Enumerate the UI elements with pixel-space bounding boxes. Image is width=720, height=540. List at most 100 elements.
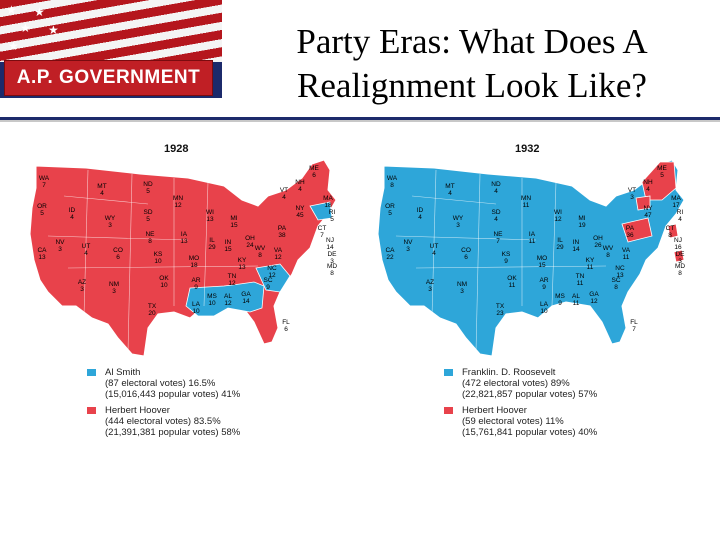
state-electoral-votes: 3 [108,222,112,229]
state-electoral-votes: 12 [228,280,236,287]
opposing-party-region [255,263,291,293]
state-abbreviation: RI [329,209,336,216]
state-label-nh: NH4 [295,179,305,193]
state-abbreviation: FL [282,319,290,326]
legend-electoral: (444 electoral votes) 83.5% [105,416,221,427]
state-electoral-votes: 3 [428,286,432,293]
state-electoral-votes: 14 [326,244,334,251]
state-electoral-votes: 3 [80,286,84,293]
state-label-ne: NE7 [493,231,503,245]
star-icon: ★ [6,3,17,17]
state-electoral-votes: 15 [230,222,238,229]
legend-popular: (21,391,381 popular votes) 58% [105,427,241,438]
state-label-co: CO6 [113,247,123,261]
state-electoral-votes: 3 [58,246,62,253]
opposing-party-region [673,249,685,263]
state-abbreviation: IN [573,239,580,246]
star-icon: ★ [48,23,59,37]
state-label-nd: ND5 [143,181,153,195]
legend-swatch-red [87,406,96,414]
state-abbreviation: MS [207,293,217,300]
state-electoral-votes: 13 [38,254,46,261]
opposing-party-region [667,223,679,239]
state-electoral-votes: 8 [258,252,262,259]
state-abbreviation: AL [224,293,232,300]
state-abbreviation: VA [274,247,283,254]
state-electoral-votes: 22 [386,254,394,261]
state-electoral-votes: 14 [242,298,250,305]
state-abbreviation: TX [148,303,157,310]
opposing-party-region [635,195,651,211]
state-electoral-votes: 12 [554,216,562,223]
state-abbreviation: MA [323,195,333,202]
state-abbreviation: NV [403,239,413,246]
legend-popular: (15,016,443 popular votes) 41% [105,389,241,400]
state-label-ri: RI5 [329,209,336,223]
state-abbreviation: NY [643,205,653,212]
state-electoral-votes: 5 [146,188,150,195]
state-abbreviation: TN [228,273,237,280]
state-border [551,181,557,307]
state-electoral-votes: 11 [623,254,630,261]
legend-candidate: Herbert Hoover [105,404,170,416]
state-electoral-votes: 38 [278,232,286,239]
state-abbreviation: LA [192,301,201,308]
state-abbreviation: FL [630,319,638,326]
state-abbreviation: WI [554,209,562,216]
state-label-co: CO6 [461,247,471,261]
state-abbreviation: KY [238,257,247,264]
state-abbreviation: MS [555,293,565,300]
state-abbreviation: OK [507,275,517,282]
state-electoral-votes: 15 [224,246,232,253]
state-abbreviation: VA [622,247,631,254]
state-abbreviation: AR [539,277,548,284]
state-abbreviation: SC [611,277,620,284]
state-abbreviation: NC [615,265,625,272]
state-label-wa: WA8 [387,175,398,189]
state-electoral-votes: 12 [274,254,282,261]
state-abbreviation: SD [491,209,500,216]
state-abbreviation: DE [327,251,337,258]
state-label-id: ID4 [417,207,424,221]
state-abbreviation: GA [241,291,251,298]
state-abbreviation: PA [278,225,287,232]
state-abbreviation: OK [159,275,169,282]
state-electoral-votes: 11 [509,282,516,289]
state-electoral-votes: 4 [100,190,104,197]
state-label-nd: ND4 [491,181,501,195]
flag-stripes [0,0,222,62]
state-electoral-votes: 13 [206,216,214,223]
state-label-or: OR5 [37,203,47,217]
state-abbreviation: NJ [326,237,334,244]
state-electoral-votes: 12 [174,202,182,209]
state-abbreviation: IA [181,231,188,238]
state-label-or: OR5 [385,203,395,217]
state-electoral-votes: 3 [330,258,334,265]
state-electoral-votes: 8 [678,270,682,277]
state-label-ri: RI4 [677,209,684,223]
state-abbreviation: CO [113,247,123,254]
state-label-nv: NV3 [403,239,413,253]
us-electoral-map-1932: WA8OR5CA22ID4NV3MT4WY3UT4AZ3CO6NM3ND4SD4… [377,159,685,357]
state-abbreviation: MO [189,255,199,262]
state-electoral-votes: 7 [496,238,500,245]
state-abbreviation: LA [540,301,549,308]
state-label-me: ME6 [309,165,319,179]
state-abbreviation: ME [309,165,319,172]
state-label-wv: WV8 [255,245,266,259]
slide-title-line-1: Party Eras: What Does A [296,22,648,61]
state-electoral-votes: 26 [594,242,602,249]
state-abbreviation: MT [445,183,454,190]
legend-entry-republican: Herbert Hoover [87,404,240,416]
